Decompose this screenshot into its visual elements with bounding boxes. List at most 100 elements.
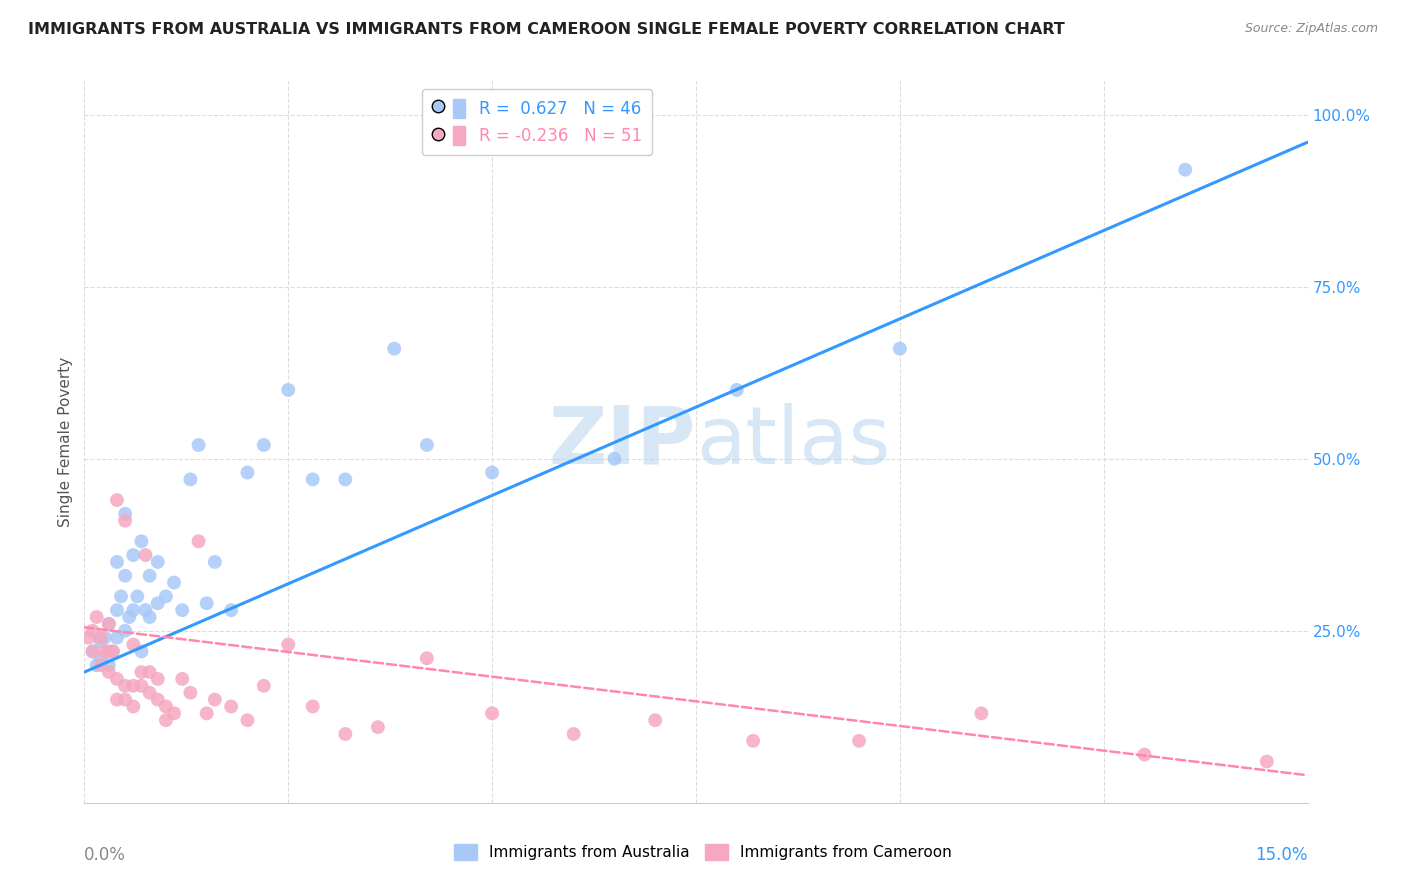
Point — [131, 534, 153, 549]
Point — [301, 472, 323, 486]
Point — [416, 651, 439, 665]
Point — [101, 644, 124, 658]
Point — [163, 706, 186, 721]
Point — [204, 692, 226, 706]
Point — [97, 616, 120, 631]
Point — [219, 699, 242, 714]
Point — [146, 555, 169, 569]
Point — [101, 644, 124, 658]
Text: 15.0%: 15.0% — [1256, 847, 1308, 864]
Point — [172, 672, 194, 686]
Point — [114, 692, 136, 706]
Point — [138, 610, 160, 624]
Point — [135, 548, 157, 562]
Point — [114, 679, 136, 693]
Point — [138, 665, 160, 679]
Point — [146, 692, 169, 706]
Point — [603, 451, 626, 466]
Point — [90, 634, 112, 648]
Point — [82, 644, 104, 658]
Point — [122, 699, 145, 714]
Point — [105, 493, 128, 508]
Point — [82, 644, 104, 658]
Point — [105, 555, 128, 569]
Point — [382, 342, 405, 356]
Text: atlas: atlas — [696, 402, 890, 481]
Point — [90, 631, 112, 645]
Text: 0.0%: 0.0% — [84, 847, 127, 864]
Point — [93, 644, 115, 658]
Point — [562, 727, 585, 741]
Point — [367, 720, 389, 734]
Point — [236, 466, 259, 480]
Point — [114, 624, 136, 638]
Point — [122, 638, 145, 652]
Point — [127, 590, 149, 604]
Point — [187, 534, 209, 549]
Point — [93, 631, 115, 645]
Point — [187, 438, 209, 452]
Text: Source: ZipAtlas.com: Source: ZipAtlas.com — [1244, 22, 1378, 36]
Point — [204, 555, 226, 569]
Point — [481, 466, 503, 480]
Point — [97, 616, 120, 631]
Point — [114, 507, 136, 521]
Legend: R =  0.627   N = 46, R = -0.236   N = 51: R = 0.627 N = 46, R = -0.236 N = 51 — [422, 88, 652, 155]
Point — [138, 568, 160, 582]
Point — [970, 706, 993, 721]
Point — [277, 638, 299, 652]
Point — [644, 713, 666, 727]
Point — [122, 679, 145, 693]
Point — [135, 603, 157, 617]
Point — [105, 631, 128, 645]
Point — [131, 665, 153, 679]
Point — [105, 603, 128, 617]
Text: IMMIGRANTS FROM AUSTRALIA VS IMMIGRANTS FROM CAMEROON SINGLE FEMALE POVERTY CORR: IMMIGRANTS FROM AUSTRALIA VS IMMIGRANTS … — [28, 22, 1064, 37]
Point — [138, 686, 160, 700]
Point — [122, 603, 145, 617]
Point — [335, 472, 357, 486]
Point — [179, 472, 201, 486]
Point — [219, 603, 242, 617]
Point — [118, 610, 141, 624]
Point — [155, 699, 177, 714]
Point — [725, 383, 748, 397]
Point — [172, 603, 194, 617]
Point — [114, 568, 136, 582]
Legend: Immigrants from Australia, Immigrants from Cameroon: Immigrants from Australia, Immigrants fr… — [449, 838, 957, 866]
Point — [90, 658, 112, 673]
Point — [97, 658, 120, 673]
Point — [163, 575, 186, 590]
Y-axis label: Single Female Poverty: Single Female Poverty — [58, 357, 73, 526]
Point — [155, 590, 177, 604]
Point — [253, 438, 276, 452]
Point — [114, 514, 136, 528]
Point — [335, 727, 357, 741]
Point — [416, 438, 439, 452]
Point — [122, 548, 145, 562]
Point — [155, 713, 177, 727]
Point — [86, 610, 108, 624]
Point — [82, 624, 104, 638]
Point — [1174, 162, 1197, 177]
Text: ZIP: ZIP — [548, 402, 696, 481]
Point — [97, 665, 120, 679]
Point — [146, 672, 169, 686]
Point — [90, 651, 112, 665]
Point — [146, 596, 169, 610]
Point — [195, 596, 218, 610]
Point — [77, 631, 100, 645]
Point — [131, 644, 153, 658]
Point — [105, 672, 128, 686]
Point — [1256, 755, 1278, 769]
Point — [277, 383, 299, 397]
Point — [195, 706, 218, 721]
Point — [97, 644, 120, 658]
Point — [179, 686, 201, 700]
Point — [742, 734, 765, 748]
Point — [236, 713, 259, 727]
Point — [848, 734, 870, 748]
Point — [86, 658, 108, 673]
Point — [889, 342, 911, 356]
Point — [131, 679, 153, 693]
